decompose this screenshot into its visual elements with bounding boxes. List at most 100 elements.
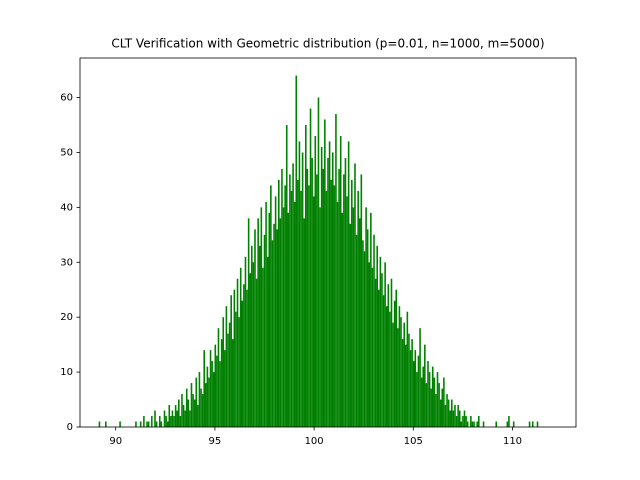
axes-frame xyxy=(79,57,577,428)
bar xyxy=(325,190,328,427)
bar xyxy=(200,388,202,427)
bar xyxy=(206,366,209,427)
bar xyxy=(243,284,245,427)
bar xyxy=(470,416,472,427)
bar xyxy=(466,421,469,427)
bar xyxy=(98,421,101,427)
bar xyxy=(176,410,179,427)
bar xyxy=(385,306,388,427)
bar xyxy=(271,240,274,427)
bar xyxy=(304,124,307,427)
bar xyxy=(435,394,437,427)
bar xyxy=(379,256,382,427)
bar xyxy=(455,416,458,427)
bar xyxy=(197,405,199,427)
bar xyxy=(308,185,310,427)
bar xyxy=(251,245,253,427)
bar xyxy=(344,157,347,427)
bar xyxy=(381,273,383,427)
bar xyxy=(457,405,459,427)
bar xyxy=(179,416,182,427)
bars xyxy=(98,75,539,428)
bar xyxy=(155,421,158,427)
x-tick-label: 95 xyxy=(209,436,222,447)
bar xyxy=(397,328,399,427)
bar xyxy=(143,416,145,427)
bar xyxy=(460,421,463,427)
bar xyxy=(273,223,275,427)
bar xyxy=(258,245,261,427)
bar xyxy=(201,394,204,427)
bar xyxy=(224,350,226,427)
bar xyxy=(178,399,180,427)
bar xyxy=(198,372,201,427)
bar xyxy=(225,306,228,427)
bar xyxy=(327,157,329,427)
bar xyxy=(357,190,359,427)
y-tick-label: 60 xyxy=(60,93,73,104)
bar xyxy=(512,421,515,427)
bar xyxy=(168,405,171,427)
bar xyxy=(420,377,423,427)
bar xyxy=(403,322,405,427)
bar xyxy=(211,361,213,427)
bar xyxy=(216,355,218,427)
bar xyxy=(465,416,467,427)
bar xyxy=(236,278,239,427)
bar xyxy=(430,388,432,427)
bar xyxy=(376,245,378,427)
bar xyxy=(343,174,345,427)
bar xyxy=(278,179,280,427)
bar xyxy=(268,212,271,427)
y-tick-label: 0 xyxy=(67,422,73,433)
bar xyxy=(346,196,348,427)
bar xyxy=(290,190,293,427)
bar xyxy=(174,405,177,427)
bar xyxy=(119,421,121,427)
bar xyxy=(249,273,252,427)
bar xyxy=(279,218,282,427)
bar xyxy=(528,421,531,427)
bar xyxy=(390,278,393,427)
bar xyxy=(447,399,450,427)
bar xyxy=(228,322,231,427)
bar xyxy=(203,350,205,427)
bar xyxy=(377,289,380,427)
bar xyxy=(189,410,191,427)
bar xyxy=(260,207,263,427)
bar xyxy=(244,256,247,427)
bar xyxy=(438,383,440,427)
bar xyxy=(284,185,286,427)
bar xyxy=(431,366,434,427)
bar xyxy=(209,350,212,427)
bar xyxy=(392,322,394,427)
bar xyxy=(354,163,356,427)
x-tick-label: 105 xyxy=(404,436,423,447)
bar xyxy=(173,416,175,427)
bar xyxy=(187,399,190,427)
bar xyxy=(295,75,298,428)
bar xyxy=(287,212,290,427)
chart-title: CLT Verification with Geometric distribu… xyxy=(111,37,544,51)
bar xyxy=(536,421,539,427)
bar xyxy=(351,179,353,427)
bar xyxy=(281,168,283,427)
bar xyxy=(352,207,355,427)
bar xyxy=(265,201,267,427)
bar xyxy=(338,168,340,427)
bar xyxy=(163,410,166,427)
bar xyxy=(454,405,456,427)
bar xyxy=(404,344,407,427)
bar xyxy=(314,135,317,428)
bar xyxy=(195,377,198,427)
bar xyxy=(371,267,374,427)
bar xyxy=(257,218,259,427)
bar xyxy=(239,267,242,427)
bar xyxy=(333,185,336,427)
bar xyxy=(373,234,375,427)
bar xyxy=(263,234,266,427)
bar xyxy=(154,410,156,427)
bar xyxy=(220,339,223,427)
bar xyxy=(358,218,361,427)
bar xyxy=(416,372,418,427)
